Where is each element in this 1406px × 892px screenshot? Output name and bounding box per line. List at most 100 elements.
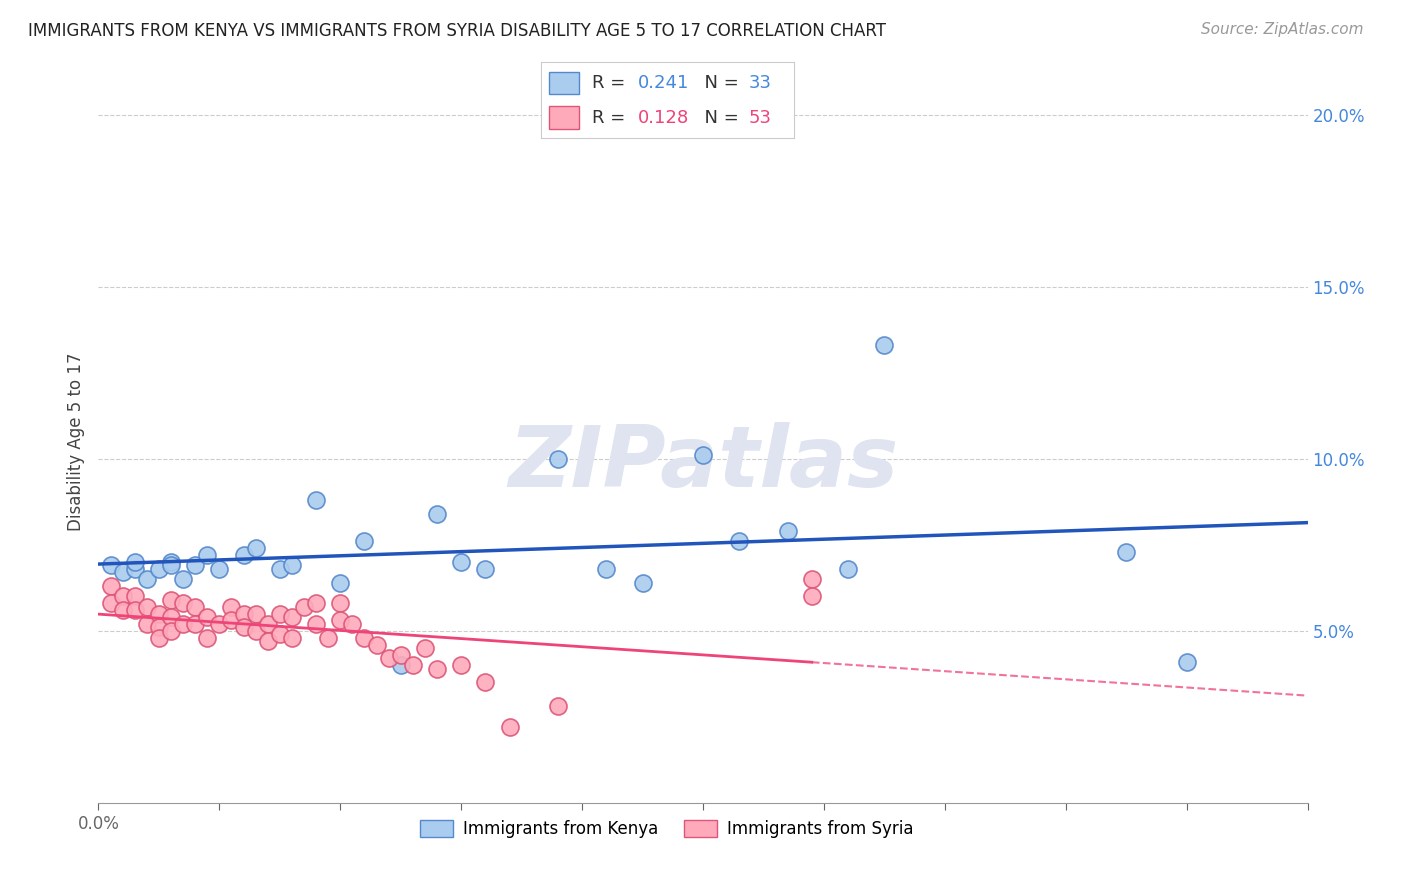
Point — [292, 599, 315, 614]
Point — [172, 572, 194, 586]
Point — [450, 555, 472, 569]
Point — [800, 590, 823, 604]
Point — [124, 603, 146, 617]
FancyBboxPatch shape — [548, 71, 579, 95]
Point — [195, 548, 218, 562]
Point — [232, 607, 254, 621]
Point — [160, 558, 183, 573]
Point — [111, 590, 134, 604]
Point — [837, 562, 859, 576]
Y-axis label: Disability Age 5 to 17: Disability Age 5 to 17 — [66, 352, 84, 531]
Text: 33: 33 — [749, 74, 772, 92]
Point — [353, 631, 375, 645]
Point — [873, 338, 896, 352]
Text: R =: R = — [592, 74, 631, 92]
Point — [547, 699, 569, 714]
Text: IMMIGRANTS FROM KENYA VS IMMIGRANTS FROM SYRIA DISABILITY AGE 5 TO 17 CORRELATIO: IMMIGRANTS FROM KENYA VS IMMIGRANTS FROM… — [28, 22, 886, 40]
Point — [426, 662, 449, 676]
Point — [413, 640, 436, 655]
Point — [160, 624, 183, 638]
Point — [305, 493, 328, 508]
Point — [245, 624, 267, 638]
Text: 0.128: 0.128 — [637, 109, 689, 127]
Point — [269, 627, 291, 641]
Point — [160, 610, 183, 624]
Point — [474, 562, 496, 576]
Point — [172, 596, 194, 610]
Point — [474, 675, 496, 690]
Point — [329, 575, 352, 590]
Point — [221, 599, 243, 614]
Point — [305, 596, 328, 610]
Point — [269, 607, 291, 621]
Point — [547, 451, 569, 466]
Point — [135, 572, 157, 586]
Point — [377, 651, 399, 665]
Point — [1115, 544, 1137, 558]
Point — [281, 558, 304, 573]
Point — [100, 558, 122, 573]
Point — [100, 596, 122, 610]
Point — [329, 614, 352, 628]
Point — [800, 572, 823, 586]
Point — [353, 534, 375, 549]
Point — [184, 558, 207, 573]
Text: R =: R = — [592, 109, 631, 127]
Point — [245, 541, 267, 556]
Point — [389, 648, 412, 662]
Point — [124, 555, 146, 569]
Point — [111, 566, 134, 580]
Point — [148, 631, 170, 645]
Point — [232, 548, 254, 562]
Point — [329, 596, 352, 610]
Point — [281, 610, 304, 624]
Text: 0.241: 0.241 — [637, 74, 689, 92]
Point — [160, 555, 183, 569]
Point — [100, 579, 122, 593]
FancyBboxPatch shape — [548, 106, 579, 129]
Point — [631, 575, 654, 590]
Point — [245, 607, 267, 621]
Point — [316, 631, 339, 645]
Text: Source: ZipAtlas.com: Source: ZipAtlas.com — [1201, 22, 1364, 37]
Point — [221, 614, 243, 628]
Point — [776, 524, 799, 538]
Point — [195, 631, 218, 645]
Point — [148, 562, 170, 576]
Point — [305, 616, 328, 631]
Point — [389, 658, 412, 673]
Point — [195, 610, 218, 624]
Point — [148, 620, 170, 634]
Point — [208, 616, 231, 631]
Point — [366, 638, 388, 652]
Point — [111, 603, 134, 617]
Legend: Immigrants from Kenya, Immigrants from Syria: Immigrants from Kenya, Immigrants from S… — [413, 814, 920, 845]
Point — [256, 616, 278, 631]
Point — [450, 658, 472, 673]
Point — [402, 658, 425, 673]
Point — [256, 634, 278, 648]
Point — [498, 720, 520, 734]
Point — [728, 534, 751, 549]
Point — [184, 616, 207, 631]
Point — [1175, 655, 1198, 669]
Point — [124, 562, 146, 576]
Point — [172, 616, 194, 631]
Point — [184, 599, 207, 614]
Point — [232, 620, 254, 634]
Point — [426, 507, 449, 521]
Text: 53: 53 — [749, 109, 772, 127]
Point — [124, 590, 146, 604]
Point — [135, 616, 157, 631]
Point — [342, 616, 364, 631]
Text: N =: N = — [693, 74, 745, 92]
Point — [692, 448, 714, 462]
Text: N =: N = — [693, 109, 745, 127]
Point — [281, 631, 304, 645]
Point — [148, 607, 170, 621]
Point — [269, 562, 291, 576]
Point — [208, 562, 231, 576]
Point — [135, 599, 157, 614]
Point — [595, 562, 617, 576]
Point — [160, 592, 183, 607]
